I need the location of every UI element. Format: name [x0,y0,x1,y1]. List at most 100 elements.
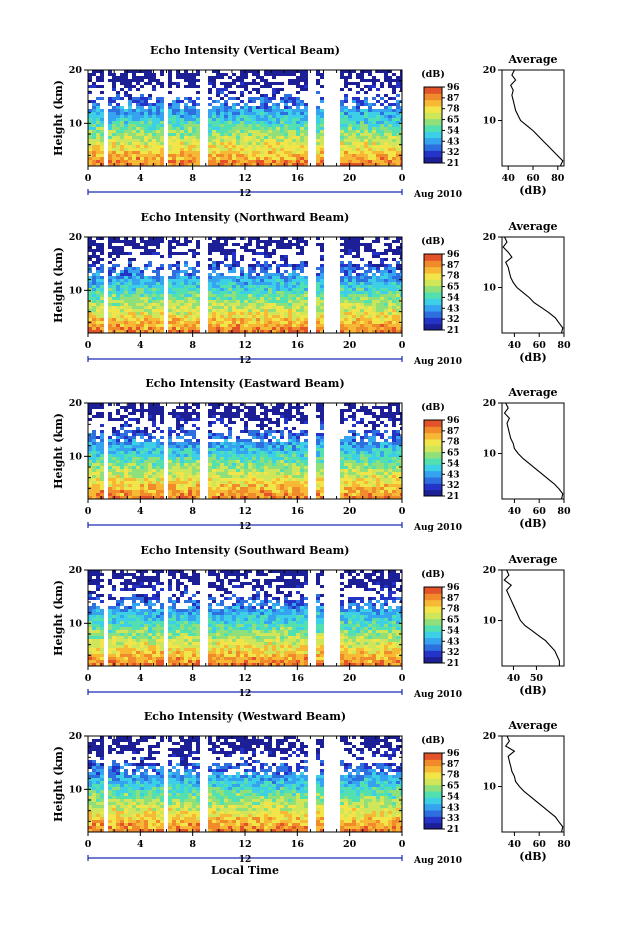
average-y-tick-label: 20 [483,232,497,243]
heatmap: 20 10 0 4 8 12 16 20 0 [69,232,406,351]
average-profile: Average 20 10 40 60 80 (dB) [483,719,571,863]
colorbar-tick-label: 87 [447,760,460,770]
y-tick-label: 10 [69,285,83,296]
x-tick-label: 12 [238,673,251,684]
average-line [502,236,564,334]
colorbar-swatch [424,612,442,620]
colorbar-tick-label: 21 [447,825,460,835]
x-tick-label: 0 [85,839,92,850]
colorbar-swatch [424,99,442,107]
colorbar-swatch [424,445,442,453]
heatmap-cells [88,736,402,832]
colorbar-swatch [424,650,442,658]
x-tick-label: 8 [189,673,196,684]
average-x-label: (dB) [519,850,546,863]
colorbar-swatch [424,464,442,472]
colorbar-tick-label: 32 [447,148,460,158]
y-axis-label: Height (km) [52,80,65,156]
average-x-tick-label: 40 [502,173,516,184]
panel-title: Echo Intensity (Northward Beam) [141,211,350,224]
average-line [503,402,564,500]
colorbar-swatch [424,477,442,484]
colorbar-tick-label: 87 [447,94,460,104]
day-label: 12 [239,189,252,199]
y-tick-label: 20 [69,398,83,409]
colorbar-tick-label: 65 [447,116,460,126]
panel-5: Echo Intensity (Westward Beam) 20 10 0 4 8 12 1… [52,710,571,877]
colorbar-swatch [424,118,442,126]
x-tick-label: 0 [399,839,406,850]
colorbar-swatch [424,137,442,145]
colorbar-tick-label: 87 [447,261,460,271]
colorbar-swatch [424,266,442,274]
x-tick-label: 4 [137,839,144,850]
colorbar-tick-label: 54 [447,459,460,469]
colorbar-tick-label: 65 [447,782,460,792]
colorbar-unit: (dB) [421,69,445,80]
colorbar-tick-label: 78 [447,605,460,615]
x-tick-label: 16 [291,340,305,351]
colorbar-swatch [424,298,442,306]
x-tick-label: 20 [343,173,357,184]
heatmap: 20 10 0 4 8 12 16 20 0 [69,398,406,517]
colorbar-tick-label: 96 [447,749,460,759]
colorbar-tick-label: 54 [447,293,460,303]
colorbar-swatch [424,93,442,101]
colorbar-tick-label: 43 [447,304,460,314]
x-tick-label: 4 [137,340,144,351]
colorbar-swatch [424,784,442,792]
colorbar-swatch [424,759,442,767]
colorbar-swatch [424,260,442,268]
date-label: Aug 2010 [413,856,462,866]
colorbar-swatch [424,144,442,151]
x-axis-label: Local Time [211,864,279,877]
colorbar-tick-label: 43 [447,637,460,647]
colorbar-tick-label: 21 [447,492,460,502]
y-axis-label: Height (km) [52,580,65,656]
colorbar-frame [423,253,443,331]
colorbar-swatch [424,810,442,817]
y-tick-label: 20 [69,565,83,576]
y-tick-label: 10 [69,784,83,795]
panel-3: Echo Intensity (Eastward Beam) 20 10 0 4 8 12 1… [52,377,571,533]
average-y-tick-label: 20 [483,398,497,409]
x-tick-label: 0 [85,173,92,184]
x-tick-label: 4 [137,506,144,517]
average-x-tick-label: 80 [557,340,571,351]
colorbar-tick-label: 78 [447,771,460,781]
x-tick-label: 16 [291,173,305,184]
colorbar-swatch [424,631,442,639]
x-tick-label: 8 [189,340,196,351]
colorbar-swatch [424,656,442,664]
average-y-tick-label: 20 [483,65,497,76]
x-tick-label: 4 [137,173,144,184]
average-title: Average [507,386,557,399]
x-tick-label: 8 [189,506,196,517]
average-title: Average [507,53,557,66]
average-x-tick-label: 40 [508,839,522,850]
colorbar-unit: (dB) [421,569,445,580]
panel-title: Echo Intensity (Vertical Beam) [150,44,340,57]
colorbar-tick-label: 21 [447,326,460,336]
colorbar-tick-label: 32 [447,648,460,658]
average-title: Average [507,220,557,233]
heatmap-cells [88,570,402,666]
average-title: Average [507,719,557,732]
date-label: Aug 2010 [413,690,462,700]
colorbar-swatch [424,323,442,331]
y-tick-label: 20 [69,731,83,742]
average-y-tick-label: 20 [483,565,497,576]
average-profile: Average 20 10 40 60 80 (dB) [483,53,565,197]
colorbar-tick-label: 96 [447,250,460,260]
colorbar-swatch [424,311,442,318]
colorbar-tick-label: 78 [447,272,460,282]
colorbar-swatch [424,273,442,280]
colorbar-swatch [424,439,442,446]
colorbar-swatch [424,822,442,830]
heatmap-cells [88,403,402,499]
colorbar-tick-label: 32 [447,315,460,325]
average-y-tick-label: 10 [483,449,497,460]
colorbar-tick-label: 78 [447,438,460,448]
